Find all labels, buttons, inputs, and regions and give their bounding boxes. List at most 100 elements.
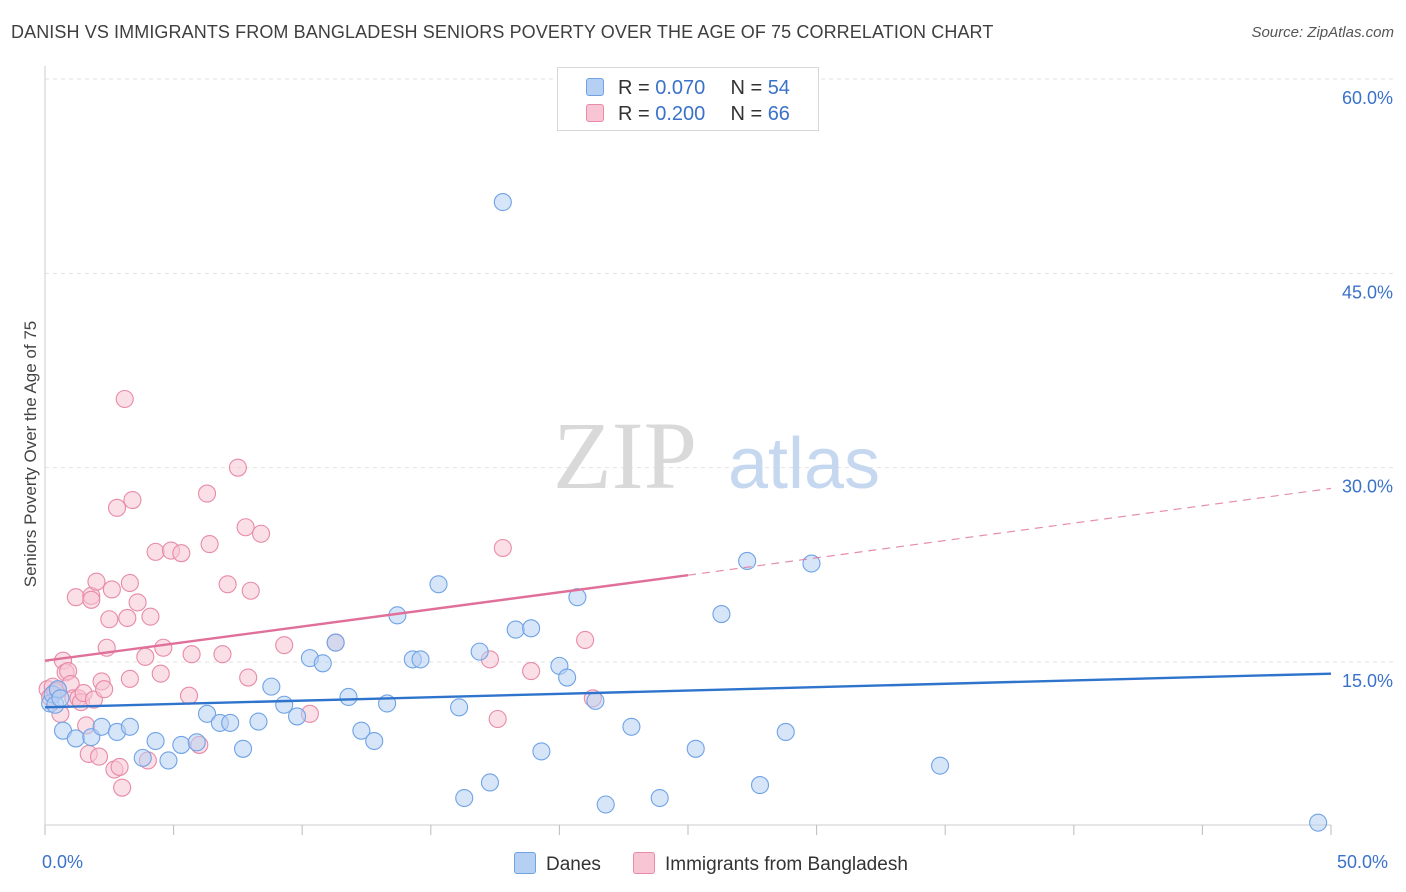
bottom-legend-bangladesh: Immigrants from Bangladesh bbox=[633, 852, 908, 876]
bangladesh-point bbox=[172, 544, 191, 563]
danes-point bbox=[313, 654, 332, 673]
danes-point bbox=[159, 751, 178, 770]
legend-n-label: N = bbox=[730, 77, 768, 99]
danes-point bbox=[233, 739, 253, 758]
danes-point bbox=[339, 687, 358, 707]
legend-swatch-bangladesh bbox=[586, 104, 604, 122]
legend-n-value: 66 bbox=[767, 103, 790, 125]
chart-title: DANISH VS IMMIGRANTS FROM BANGLADESH SEN… bbox=[11, 22, 994, 42]
bangladesh-point bbox=[141, 607, 160, 626]
danes-point bbox=[931, 756, 950, 775]
series-danes bbox=[41, 193, 1328, 832]
x-tick-max: 50.0% bbox=[1337, 852, 1389, 872]
bangladesh-point bbox=[82, 590, 101, 609]
danes-point bbox=[506, 620, 525, 639]
danes-point bbox=[532, 742, 551, 761]
bangladesh-point bbox=[110, 757, 129, 776]
bangladesh-point bbox=[89, 747, 109, 766]
legend-r-value: 0.200 bbox=[655, 103, 706, 125]
legend-n-label: N = bbox=[730, 103, 768, 125]
bottom-legend-swatch-bangladesh bbox=[633, 852, 655, 874]
bangladesh-point bbox=[218, 575, 237, 594]
bangladesh-point bbox=[522, 662, 541, 681]
danes-point bbox=[558, 668, 577, 687]
legend-r-value: 0.070 bbox=[655, 77, 706, 99]
bangladesh-point bbox=[107, 498, 127, 517]
danes-point bbox=[92, 717, 111, 736]
bottom-legend-label-danes: Danes bbox=[546, 854, 601, 875]
danes-point bbox=[596, 795, 615, 814]
bangladesh-point bbox=[136, 647, 155, 666]
bangladesh-point bbox=[576, 630, 595, 650]
danes-point bbox=[411, 650, 430, 669]
danes-point bbox=[586, 691, 605, 710]
danes-point bbox=[146, 731, 165, 751]
bangladesh-point bbox=[197, 484, 217, 503]
danes-point bbox=[455, 788, 474, 808]
bangladesh-point bbox=[87, 572, 106, 591]
danes-point bbox=[172, 735, 191, 754]
danes-point bbox=[262, 677, 281, 696]
bottom-legend-label-bangladesh: Immigrants from Bangladesh bbox=[665, 854, 908, 875]
bottom-legend-danes: Danes bbox=[514, 852, 601, 876]
legend-r-label: R = bbox=[618, 77, 656, 99]
bangladesh-point bbox=[115, 389, 134, 409]
danes-point bbox=[622, 717, 641, 736]
bangladesh-point bbox=[154, 638, 173, 657]
x-tick-min: 0.0% bbox=[42, 852, 84, 872]
bangladesh-point bbox=[488, 709, 507, 729]
danes-point bbox=[493, 193, 512, 212]
bangladesh-point bbox=[236, 518, 255, 537]
danes-point bbox=[738, 551, 757, 570]
danes-point bbox=[365, 731, 384, 751]
bangladesh-point bbox=[113, 778, 132, 797]
danes-point bbox=[288, 707, 307, 726]
danes-point bbox=[1309, 813, 1328, 832]
y-tick-label: 60.0% bbox=[1342, 88, 1393, 108]
source-label: Source: ZipAtlas.com bbox=[1251, 24, 1394, 41]
danes-point bbox=[326, 633, 345, 652]
danes-point bbox=[120, 717, 139, 736]
bangladesh-point bbox=[179, 686, 199, 705]
y-tick-label: 30.0% bbox=[1342, 477, 1393, 497]
danes-point bbox=[776, 722, 795, 742]
danes-point bbox=[187, 733, 206, 752]
danes-point bbox=[221, 713, 240, 732]
bottom-legend-swatch-danes bbox=[514, 852, 536, 874]
bangladesh-point bbox=[120, 669, 139, 688]
danes-point bbox=[66, 729, 85, 748]
y-tick-label: 45.0% bbox=[1342, 282, 1393, 302]
bangladesh-point bbox=[200, 535, 219, 554]
danes-point bbox=[197, 704, 217, 723]
bangladesh-point bbox=[128, 593, 147, 612]
bangladesh-point bbox=[239, 668, 258, 687]
bangladesh-point bbox=[66, 588, 85, 607]
gridlines bbox=[45, 78, 1393, 663]
bangladesh-point bbox=[100, 610, 119, 629]
danes-point bbox=[480, 773, 500, 792]
danes-point bbox=[802, 554, 821, 573]
danes-point bbox=[470, 642, 489, 661]
legend: R = 0.070 N = 54 R = 0.200 N = 66 bbox=[557, 67, 819, 131]
bangladesh-point bbox=[493, 538, 512, 558]
bangladesh-point bbox=[275, 636, 294, 655]
bangladesh-point bbox=[146, 542, 165, 561]
bangladesh-point bbox=[241, 581, 260, 600]
y-tick-labels: 15.0% 30.0% 45.0% 60.0% bbox=[1342, 88, 1393, 691]
bangladesh-trendline bbox=[44, 574, 689, 662]
bangladesh-trendline-extension bbox=[687, 487, 1332, 576]
danes-point bbox=[51, 689, 70, 708]
danes-point bbox=[712, 605, 731, 624]
bangladesh-point bbox=[120, 573, 139, 593]
trendlines bbox=[44, 487, 1332, 709]
bangladesh-point bbox=[102, 580, 121, 599]
danes-point bbox=[133, 748, 152, 767]
legend-n-value: 54 bbox=[767, 77, 790, 99]
danes-point bbox=[750, 776, 770, 795]
danes-point bbox=[429, 575, 448, 594]
legend-r-label: R = bbox=[618, 103, 656, 125]
bangladesh-point bbox=[182, 645, 201, 664]
danes-point bbox=[249, 712, 268, 731]
danes-point bbox=[686, 739, 705, 758]
